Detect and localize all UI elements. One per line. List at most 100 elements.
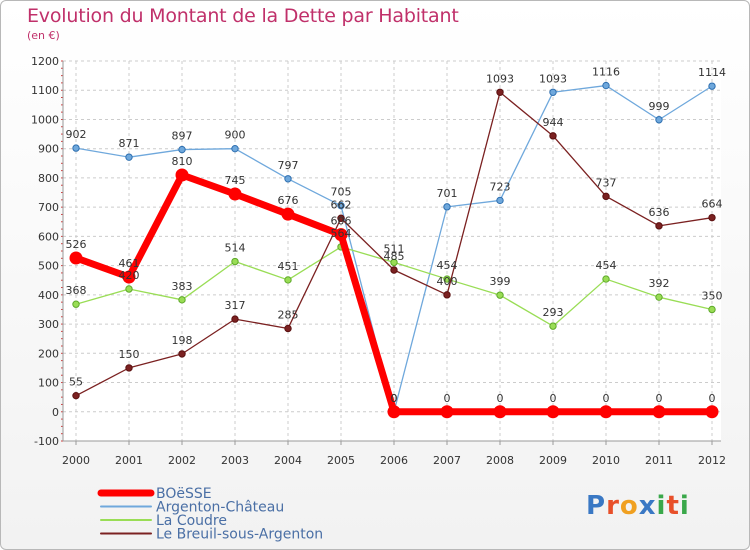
data-point [443,291,451,299]
y-tick-label: 1100 [31,84,59,97]
data-point [549,132,557,140]
data-label: 0 [603,392,610,405]
data-label: 485 [384,250,405,263]
data-label: 0 [656,392,663,405]
data-point [390,266,398,274]
data-point [602,192,610,201]
data-label: 198 [172,334,193,347]
x-tick-label: 2008 [486,454,514,467]
data-label: 564 [331,227,352,240]
y-tick-label: 500 [38,260,59,273]
data-point [175,168,189,182]
data-point [705,405,719,419]
data-label: 0 [391,392,398,405]
y-tick-label: 300 [38,318,59,331]
data-label: 1116 [592,66,620,79]
logo-letter: x [638,491,657,521]
data-point [387,405,401,419]
data-point [602,81,610,90]
data-label: 350 [702,289,723,302]
data-point [125,285,133,293]
data-point [708,213,716,222]
data-point [72,300,80,308]
x-tick-label: 2009 [539,454,567,467]
data-point [284,175,292,183]
legend-label: Argenton-Château [156,500,284,516]
data-point [284,276,292,284]
proxiti-logo: Proxiti [586,491,690,521]
chart-subtitle: (en €) [27,29,60,42]
data-label: 944 [543,116,564,129]
data-label: 526 [66,238,87,251]
data-point [549,88,557,96]
data-point [549,322,557,330]
data-point [72,144,80,152]
data-point [655,222,663,230]
data-label: 737 [596,176,617,189]
data-label: 1093 [486,72,514,85]
chart-title: Evolution du Montant de la Dette par Hab… [27,5,459,27]
data-label: 55 [69,376,83,389]
data-point [443,275,451,283]
data-point [231,257,239,266]
y-tick-label: 400 [38,289,59,302]
logo-letter: r [606,491,620,521]
data-point [440,405,454,419]
logo-letter: i [679,491,690,521]
logo-letter: o [619,491,639,521]
data-label: 0 [444,392,451,405]
y-tick-label: 1000 [31,113,59,126]
data-label: 150 [119,348,140,361]
data-label: 420 [119,269,140,282]
data-label: 900 [225,129,246,142]
data-label: 705 [331,186,352,199]
data-label: 897 [172,130,193,143]
data-point [599,405,613,419]
data-point [122,270,136,284]
data-label: 999 [649,100,670,113]
data-label: 293 [543,306,564,319]
x-tick-label: 2002 [168,454,196,467]
x-tick-label: 2010 [592,454,620,467]
data-label: 871 [119,137,140,150]
legend-label: BOëSSE [156,486,212,502]
data-label: 400 [437,275,458,288]
data-label: 392 [649,277,670,290]
data-label: 723 [490,180,511,193]
y-tick-label: 700 [38,201,59,214]
data-label: 664 [702,198,723,211]
y-tick-label: -100 [34,435,59,448]
y-tick-label: 0 [52,406,59,419]
data-label: 0 [709,392,716,405]
y-tick-label: 900 [38,143,59,156]
data-label: 451 [278,260,299,273]
data-point [69,251,83,265]
data-point [284,324,292,333]
data-label: 514 [225,242,246,255]
data-point [546,405,560,419]
data-point [493,405,507,419]
data-label: 636 [649,206,670,219]
data-point [602,275,610,283]
x-tick-label: 2004 [274,454,302,467]
legend-label: Le Breuil-sous-Argenton [156,527,323,543]
data-point [390,258,398,267]
plot-area [63,61,721,441]
data-label: 368 [66,284,87,297]
data-point [72,391,80,400]
x-tick-label: 2003 [221,454,249,467]
logo-letter: P [586,491,607,521]
data-label: 1093 [539,72,567,85]
y-tick-label: 200 [38,347,59,360]
data-label: 810 [172,155,193,168]
x-tick-label: 2005 [327,454,355,467]
logo-letter: t [666,491,680,521]
logo-letter: i [656,491,667,521]
data-point [655,116,663,124]
data-point [178,296,186,304]
data-label: 701 [437,187,458,200]
data-label: 285 [278,308,299,321]
x-tick-label: 2011 [645,454,673,467]
